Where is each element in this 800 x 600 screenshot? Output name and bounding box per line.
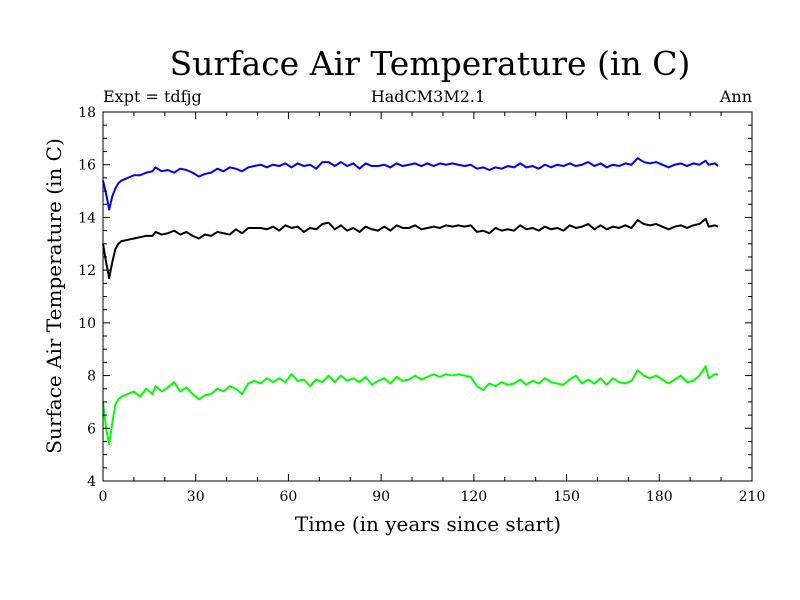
subtitle-left: Expt = tdfjg — [103, 87, 202, 106]
series-line-middle — [102, 217, 719, 280]
y-tick-label: 4 — [87, 474, 96, 490]
x-axis-label: Time (in years since start) — [295, 512, 561, 536]
x-tick-label: 120 — [460, 489, 487, 505]
ticks-layer: 0 30 60 90 120 150 180 210 4 6 8 10 12 14 16 18 — [78, 105, 765, 505]
x-tick-label: 0 — [99, 489, 108, 505]
x-tick-label: 90 — [372, 489, 390, 505]
y-tick-label: 8 — [87, 369, 96, 385]
y-tick-label: 6 — [87, 421, 96, 437]
series-layer — [102, 157, 719, 446]
series-line-upper — [102, 157, 719, 211]
x-tick-label: 150 — [553, 489, 580, 505]
x-tick-label: 210 — [739, 489, 766, 505]
y-axis-label: Surface Air Temperature (in C) — [42, 138, 66, 454]
subtitle-right: Ann — [719, 87, 752, 106]
y-tick-label: 10 — [78, 316, 96, 332]
subtitle-center: HadCM3M2.1 — [371, 87, 485, 106]
chart-title: Surface Air Temperature (in C) — [170, 44, 691, 83]
y-tick-label: 12 — [78, 263, 96, 279]
plot-frame — [102, 111, 753, 482]
y-tick-label: 14 — [78, 210, 96, 226]
x-tick-label: 60 — [280, 489, 298, 505]
series-line-lower — [102, 365, 718, 446]
y-tick-label: 16 — [78, 158, 96, 174]
y-tick-label: 18 — [78, 105, 96, 121]
x-tick-label: 180 — [646, 489, 673, 505]
x-tick-label: 30 — [187, 489, 205, 505]
